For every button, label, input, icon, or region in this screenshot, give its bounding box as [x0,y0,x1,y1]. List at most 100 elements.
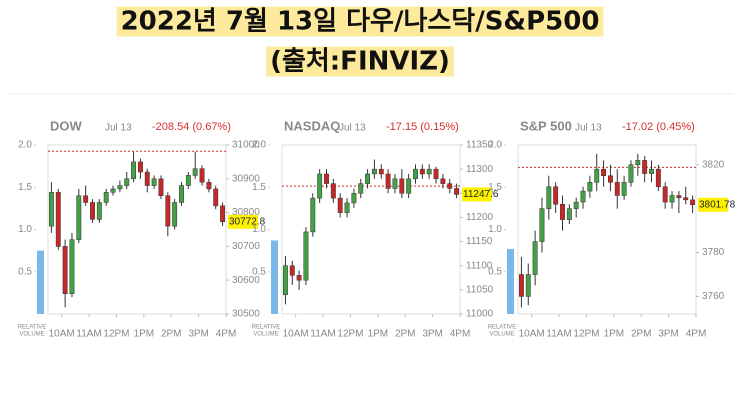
candle-body [90,202,95,220]
volume-tick-label: 1.5 [488,182,502,193]
candle-body [683,197,689,201]
candle-body [378,168,384,175]
x-tick-label: 11AM [310,329,335,340]
candle-body [110,188,116,193]
candle-body [546,186,552,209]
y-tick-label: 30500 [232,309,260,320]
candle-body [165,195,171,227]
candle-body [289,265,295,276]
relative-volume-bar [37,250,44,314]
candle-body [185,175,191,186]
y-tick-label: 30700 [232,241,260,252]
y-tick-label: 3820 [702,159,725,170]
chart-change: -17.15 (0.15%) [386,121,459,133]
candle-body [371,168,377,175]
volume-tick-label: 1.5 [18,182,32,193]
candle-body [62,246,68,294]
candle-body [151,178,157,186]
y-tick-label: 11200 [466,212,494,223]
candle-body [282,265,288,295]
plot-frame [517,144,697,315]
relative-volume-bar [271,240,278,314]
candle-body [594,168,600,183]
plot-frame [281,144,461,315]
candle-body [137,161,143,173]
candle-body [76,195,82,240]
source: (출처:FINVIZ) [270,47,450,77]
relative-volume-bar [507,248,514,314]
x-tick-label: 4PM [450,329,471,340]
volume-label: VOLUME [489,332,514,338]
volume-tick-label: 2.0 [252,140,266,151]
volume-tick-label: 1.5 [252,182,266,193]
volume-tick-label: 1.0 [18,224,32,235]
y-tick-label: 11300 [466,164,494,175]
chart-change: -17.02 (0.45%) [622,121,695,133]
last-price: 30772.8 [229,216,266,227]
x-tick-label: 12PM [103,329,129,340]
candle-body [621,182,627,196]
chart-date: Jul 13 [105,123,132,134]
candle-body [96,202,102,220]
x-tick-label: 3PM [422,329,443,340]
candle-body [172,202,178,227]
candle-body [330,183,336,199]
chart-title: NASDAQ [284,118,340,133]
candle-body [642,160,648,174]
candle-body [385,173,391,189]
candle-body [454,188,460,195]
candle-body [220,205,226,223]
candle-body [344,202,350,213]
candle-body [69,239,75,294]
last-price: 11247.6 [463,189,499,200]
candle-body [649,168,654,174]
candle-body [179,185,184,203]
last-price-box [462,187,492,202]
volume-tick-label: 1.0 [252,224,266,235]
candle-body [399,178,405,194]
volume-tick-label: 0.5 [252,266,266,277]
y-tick-label: 31000 [232,140,260,151]
volume-label: RELATIVE [488,325,517,331]
volume-tick-label: 1.0 [488,224,502,235]
volume-label: VOLUME [19,332,44,338]
title-highlight [116,6,604,37]
volume-tick-label: 0.5 [18,266,32,277]
candle-body [676,195,682,198]
candle-body [662,186,668,203]
y-tick-label: 11350 [466,140,494,151]
candle-body [303,231,309,281]
candle-body [358,183,364,194]
candle-body [337,197,343,213]
candle-body [532,241,538,275]
chart-change: -208.54 (0.67%) [152,121,231,133]
candle-body [560,204,565,220]
candle-body [317,173,323,199]
candle-body [607,175,613,183]
y-tick-label: 3780 [702,247,725,258]
candle-body [206,181,212,190]
candle-body [324,173,329,184]
last-price: 3801.78 [699,199,736,210]
plot-frame [47,144,227,315]
chart-date: Jul 13 [575,123,602,134]
x-tick-label: 3PM [658,329,679,340]
candle-body [573,201,579,209]
candle-body [518,274,524,297]
candle-body [419,168,425,175]
volume-label: VOLUME [253,332,278,338]
title: 2022년 7월 13일 다우/나스닥/S&P500 [121,7,600,37]
candle-body [83,195,89,203]
x-tick-label: 4PM [216,329,237,340]
candle-body [413,168,418,180]
last-price-box [228,214,258,229]
y-tick-label: 3760 [702,291,725,302]
candle-body [447,183,453,189]
candle-body [365,173,371,184]
x-tick-label: 1PM [134,329,155,340]
candle-body [426,168,432,175]
x-tick-label: 4PM [686,329,707,340]
y-tick-label: 30900 [232,173,260,184]
candle-body [158,178,164,196]
